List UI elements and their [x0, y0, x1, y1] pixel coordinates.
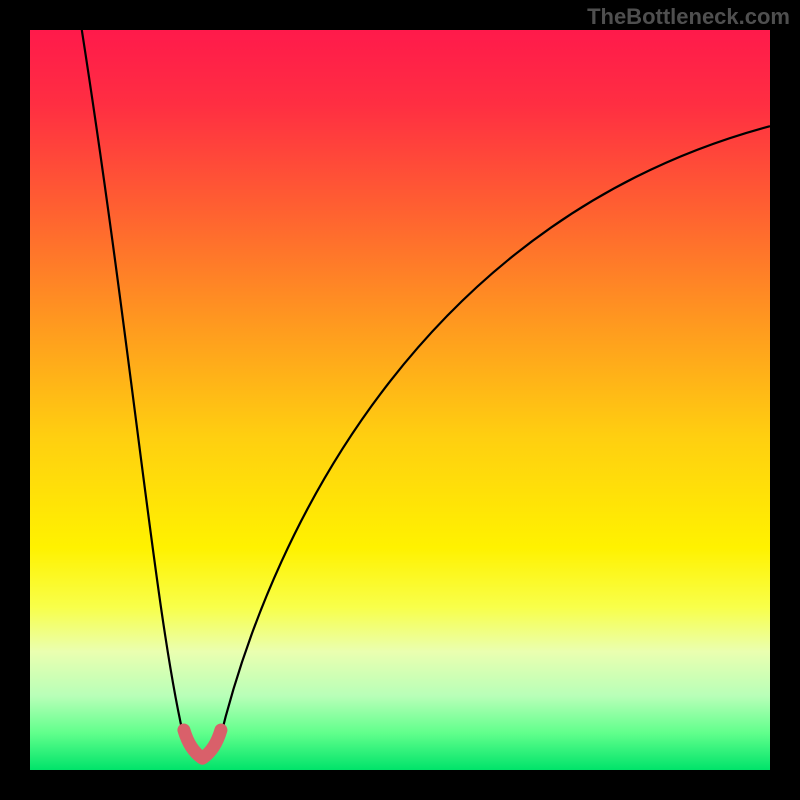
plot-background [30, 30, 770, 770]
chart-svg [0, 0, 800, 800]
watermark-text: TheBottleneck.com [587, 4, 790, 30]
chart-container: TheBottleneck.com [0, 0, 800, 800]
